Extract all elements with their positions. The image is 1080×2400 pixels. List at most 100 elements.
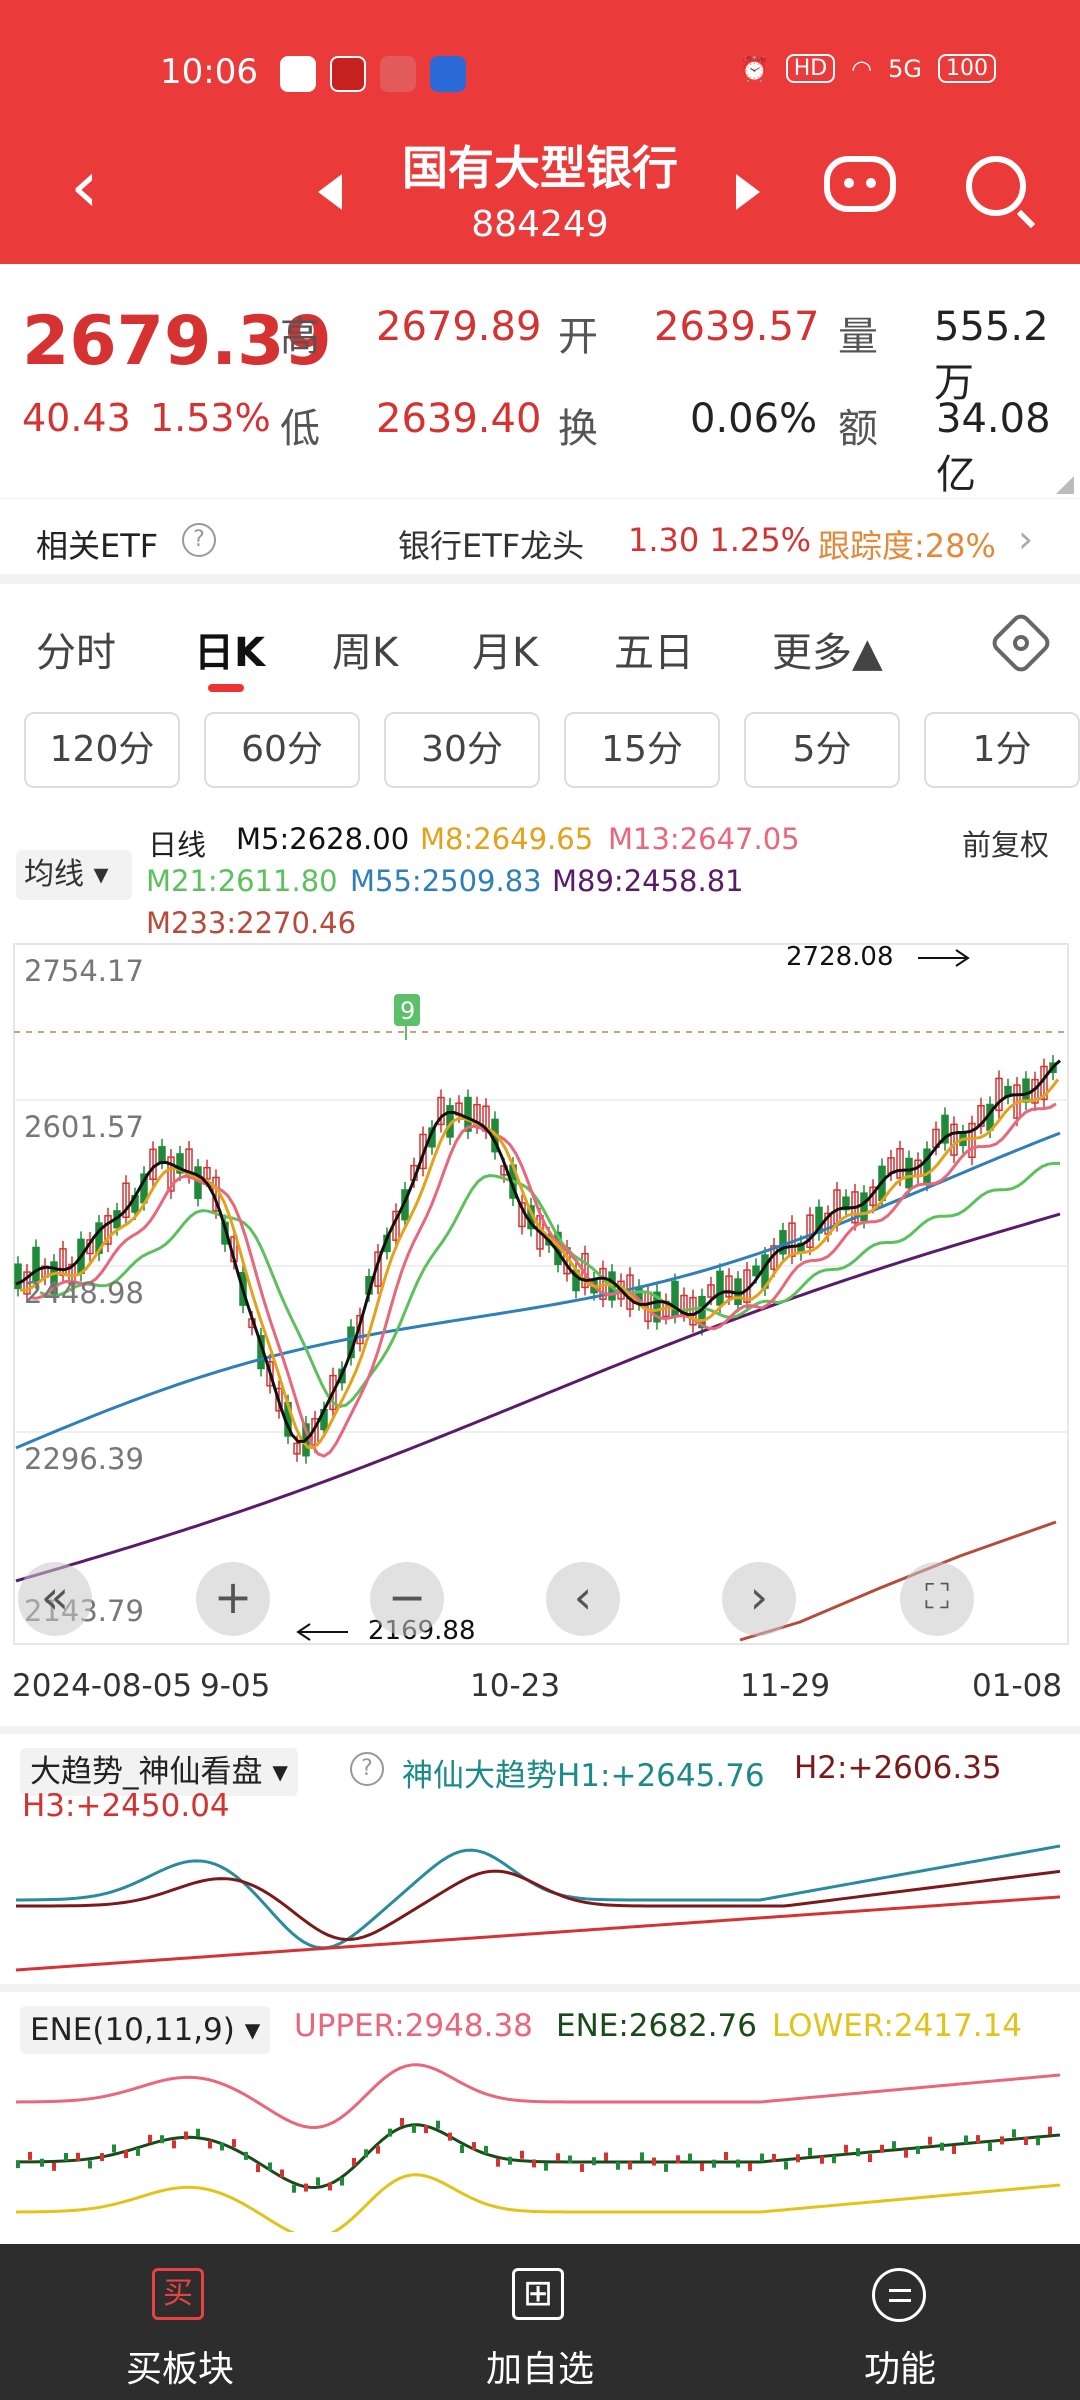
mini-candle	[316, 2177, 320, 2185]
mini-candle	[424, 2125, 428, 2133]
prev-stock-icon[interactable]	[318, 174, 342, 210]
volume-label: 量	[838, 304, 878, 362]
mini-candle	[64, 2153, 68, 2161]
ma21-line	[40, 1163, 1060, 1406]
ma21-value: M21:2611.80	[146, 864, 338, 898]
period-30min-button[interactable]: 30分	[384, 712, 540, 788]
function-button[interactable]: 功能	[720, 2244, 1080, 2400]
x-axis-dates: 2024-08-05 9-05 10-23 11-29 01-08	[0, 1668, 1080, 1712]
signal-text: 9	[400, 997, 415, 1025]
buy-sector-label: 买板块	[0, 2340, 360, 2392]
zoom-in-icon[interactable]: +	[196, 1562, 270, 1636]
ma233-value: M233:2270.46	[146, 906, 356, 940]
nav-bar: ‹ 国有大型银行 884249	[0, 120, 1080, 260]
tab-weekly-k[interactable]: 周K	[332, 620, 398, 678]
mini-candle	[16, 2160, 20, 2168]
mini-candle	[220, 2142, 224, 2150]
ma89-value: M89:2458.81	[552, 864, 744, 898]
ene-selector[interactable]: ENE(10,11,9) ▾	[20, 2006, 270, 2054]
ma5-line	[16, 1061, 1060, 1442]
mini-candle	[676, 2155, 680, 2163]
period-5min-button[interactable]: 5分	[744, 712, 900, 788]
mini-candle	[124, 2150, 128, 2158]
ene-mid: ENE:2682.76	[556, 2008, 757, 2044]
function-label: 功能	[720, 2340, 1080, 2392]
next-icon[interactable]: ›	[722, 1562, 796, 1636]
ma5-value: M5:2628.00	[236, 822, 409, 856]
tab-daily-k[interactable]: 日K	[194, 620, 265, 678]
mini-candle	[364, 2149, 368, 2157]
mini-candle	[928, 2137, 932, 2145]
mini-candle	[628, 2161, 632, 2169]
search-icon[interactable]	[966, 156, 1026, 216]
tab-five-day[interactable]: 五日	[614, 620, 694, 678]
trend-indicator-panel[interactable]: 大趋势_神仙看盘 ▾ ? 神仙大趋势H1:+2645.76 H2:+2606.3…	[0, 1726, 1080, 1984]
mini-candle	[1048, 2127, 1052, 2135]
mini-candle	[844, 2145, 848, 2153]
mini-candle	[664, 2164, 668, 2172]
period-buttons: 120分 60分 30分 15分 5分 1分	[0, 712, 1080, 792]
y-label-3: 2448.98	[24, 1276, 144, 1310]
back-icon[interactable]: ‹	[70, 150, 99, 222]
wechat-icon	[280, 56, 316, 92]
related-etf-row[interactable]: 相关ETF ? 银行ETF龙头 1.30 1.25% 跟踪度:28% ›	[0, 498, 1080, 584]
quote-panel: 2679.39 40.43 1.53% 高 2679.89 开 2639.57 …	[0, 264, 1080, 494]
open-label: 开	[558, 304, 598, 362]
mini-candle	[760, 2154, 764, 2162]
period-60min-button[interactable]: 60分	[204, 712, 360, 788]
adjust-mode[interactable]: 前复权	[962, 822, 1049, 864]
open-value: 2639.57	[654, 304, 819, 350]
kline-chart[interactable]: 9 2754.17 2601.57 2448.98 2296.39 2143.7…	[0, 940, 1080, 1650]
period-1min-button[interactable]: 1分	[924, 712, 1080, 788]
next-stock-icon[interactable]	[736, 174, 760, 210]
high-value: 2679.89	[376, 304, 541, 350]
mini-candle	[700, 2163, 704, 2171]
ene-indicator-panel[interactable]: ENE(10,11,9) ▾ UPPER:2948.38 ENE:2682.76…	[0, 1984, 1080, 2228]
mini-candle	[148, 2135, 152, 2143]
add-watchlist-button[interactable]: ⊞ 加自选	[360, 2244, 720, 2400]
double-left-icon[interactable]: «	[18, 1562, 92, 1636]
mini-candle	[1024, 2137, 1028, 2145]
mini-candle	[808, 2148, 812, 2156]
tab-timeshare[interactable]: 分时	[36, 620, 116, 678]
prev-icon[interactable]: ‹	[546, 1562, 620, 1636]
period-120min-button[interactable]: 120分	[24, 712, 180, 788]
h1-value: 神仙大趋势H1:+2645.76	[402, 1750, 765, 1795]
chevron-right-icon[interactable]: ›	[1018, 517, 1033, 561]
mini-candle	[976, 2135, 980, 2143]
mini-candle	[460, 2145, 464, 2153]
shield-icon	[430, 56, 466, 92]
mini-candle	[1036, 2137, 1040, 2145]
mini-candle	[580, 2164, 584, 2172]
mini-candle	[340, 2178, 344, 2186]
turnover-value: 0.06%	[690, 396, 817, 442]
buy-sector-button[interactable]: 买 买板块	[0, 2244, 360, 2400]
tab-more[interactable]: 更多▲	[772, 620, 883, 678]
settings-icon[interactable]	[988, 610, 1053, 675]
period-15min-button[interactable]: 15分	[564, 712, 720, 788]
help-icon[interactable]: ?	[350, 1752, 384, 1786]
expand-corner-icon[interactable]	[1056, 476, 1074, 494]
mini-candle	[28, 2152, 32, 2160]
zoom-out-icon[interactable]: −	[370, 1562, 444, 1636]
app-icon	[380, 56, 416, 92]
status-time: 10:06	[160, 52, 258, 92]
ma-selector[interactable]: 均线 ▾	[16, 850, 132, 900]
x-date-5: 01-08	[972, 1668, 1062, 1704]
mini-candle	[916, 2146, 920, 2154]
ma8-line	[20, 1079, 1058, 1447]
page-title: 国有大型银行	[360, 132, 720, 198]
help-icon[interactable]: ?	[182, 523, 216, 557]
tab-monthly-k[interactable]: 月K	[472, 620, 538, 678]
mini-candle	[556, 2153, 560, 2161]
mini-candle	[988, 2143, 992, 2151]
mini-candle	[880, 2145, 884, 2153]
top-header: 10:06 ⏰ HD ◠ 5G 100 ‹ 国有大型银行 884249	[0, 0, 1080, 264]
fullscreen-icon[interactable]: ⛶	[900, 1562, 974, 1636]
mini-candle	[100, 2153, 104, 2161]
mini-candle	[52, 2163, 56, 2171]
robot-icon[interactable]	[824, 156, 896, 212]
app-icon	[330, 56, 366, 92]
ma13-value: M13:2647.05	[608, 822, 800, 856]
mini-candle	[376, 2146, 380, 2154]
